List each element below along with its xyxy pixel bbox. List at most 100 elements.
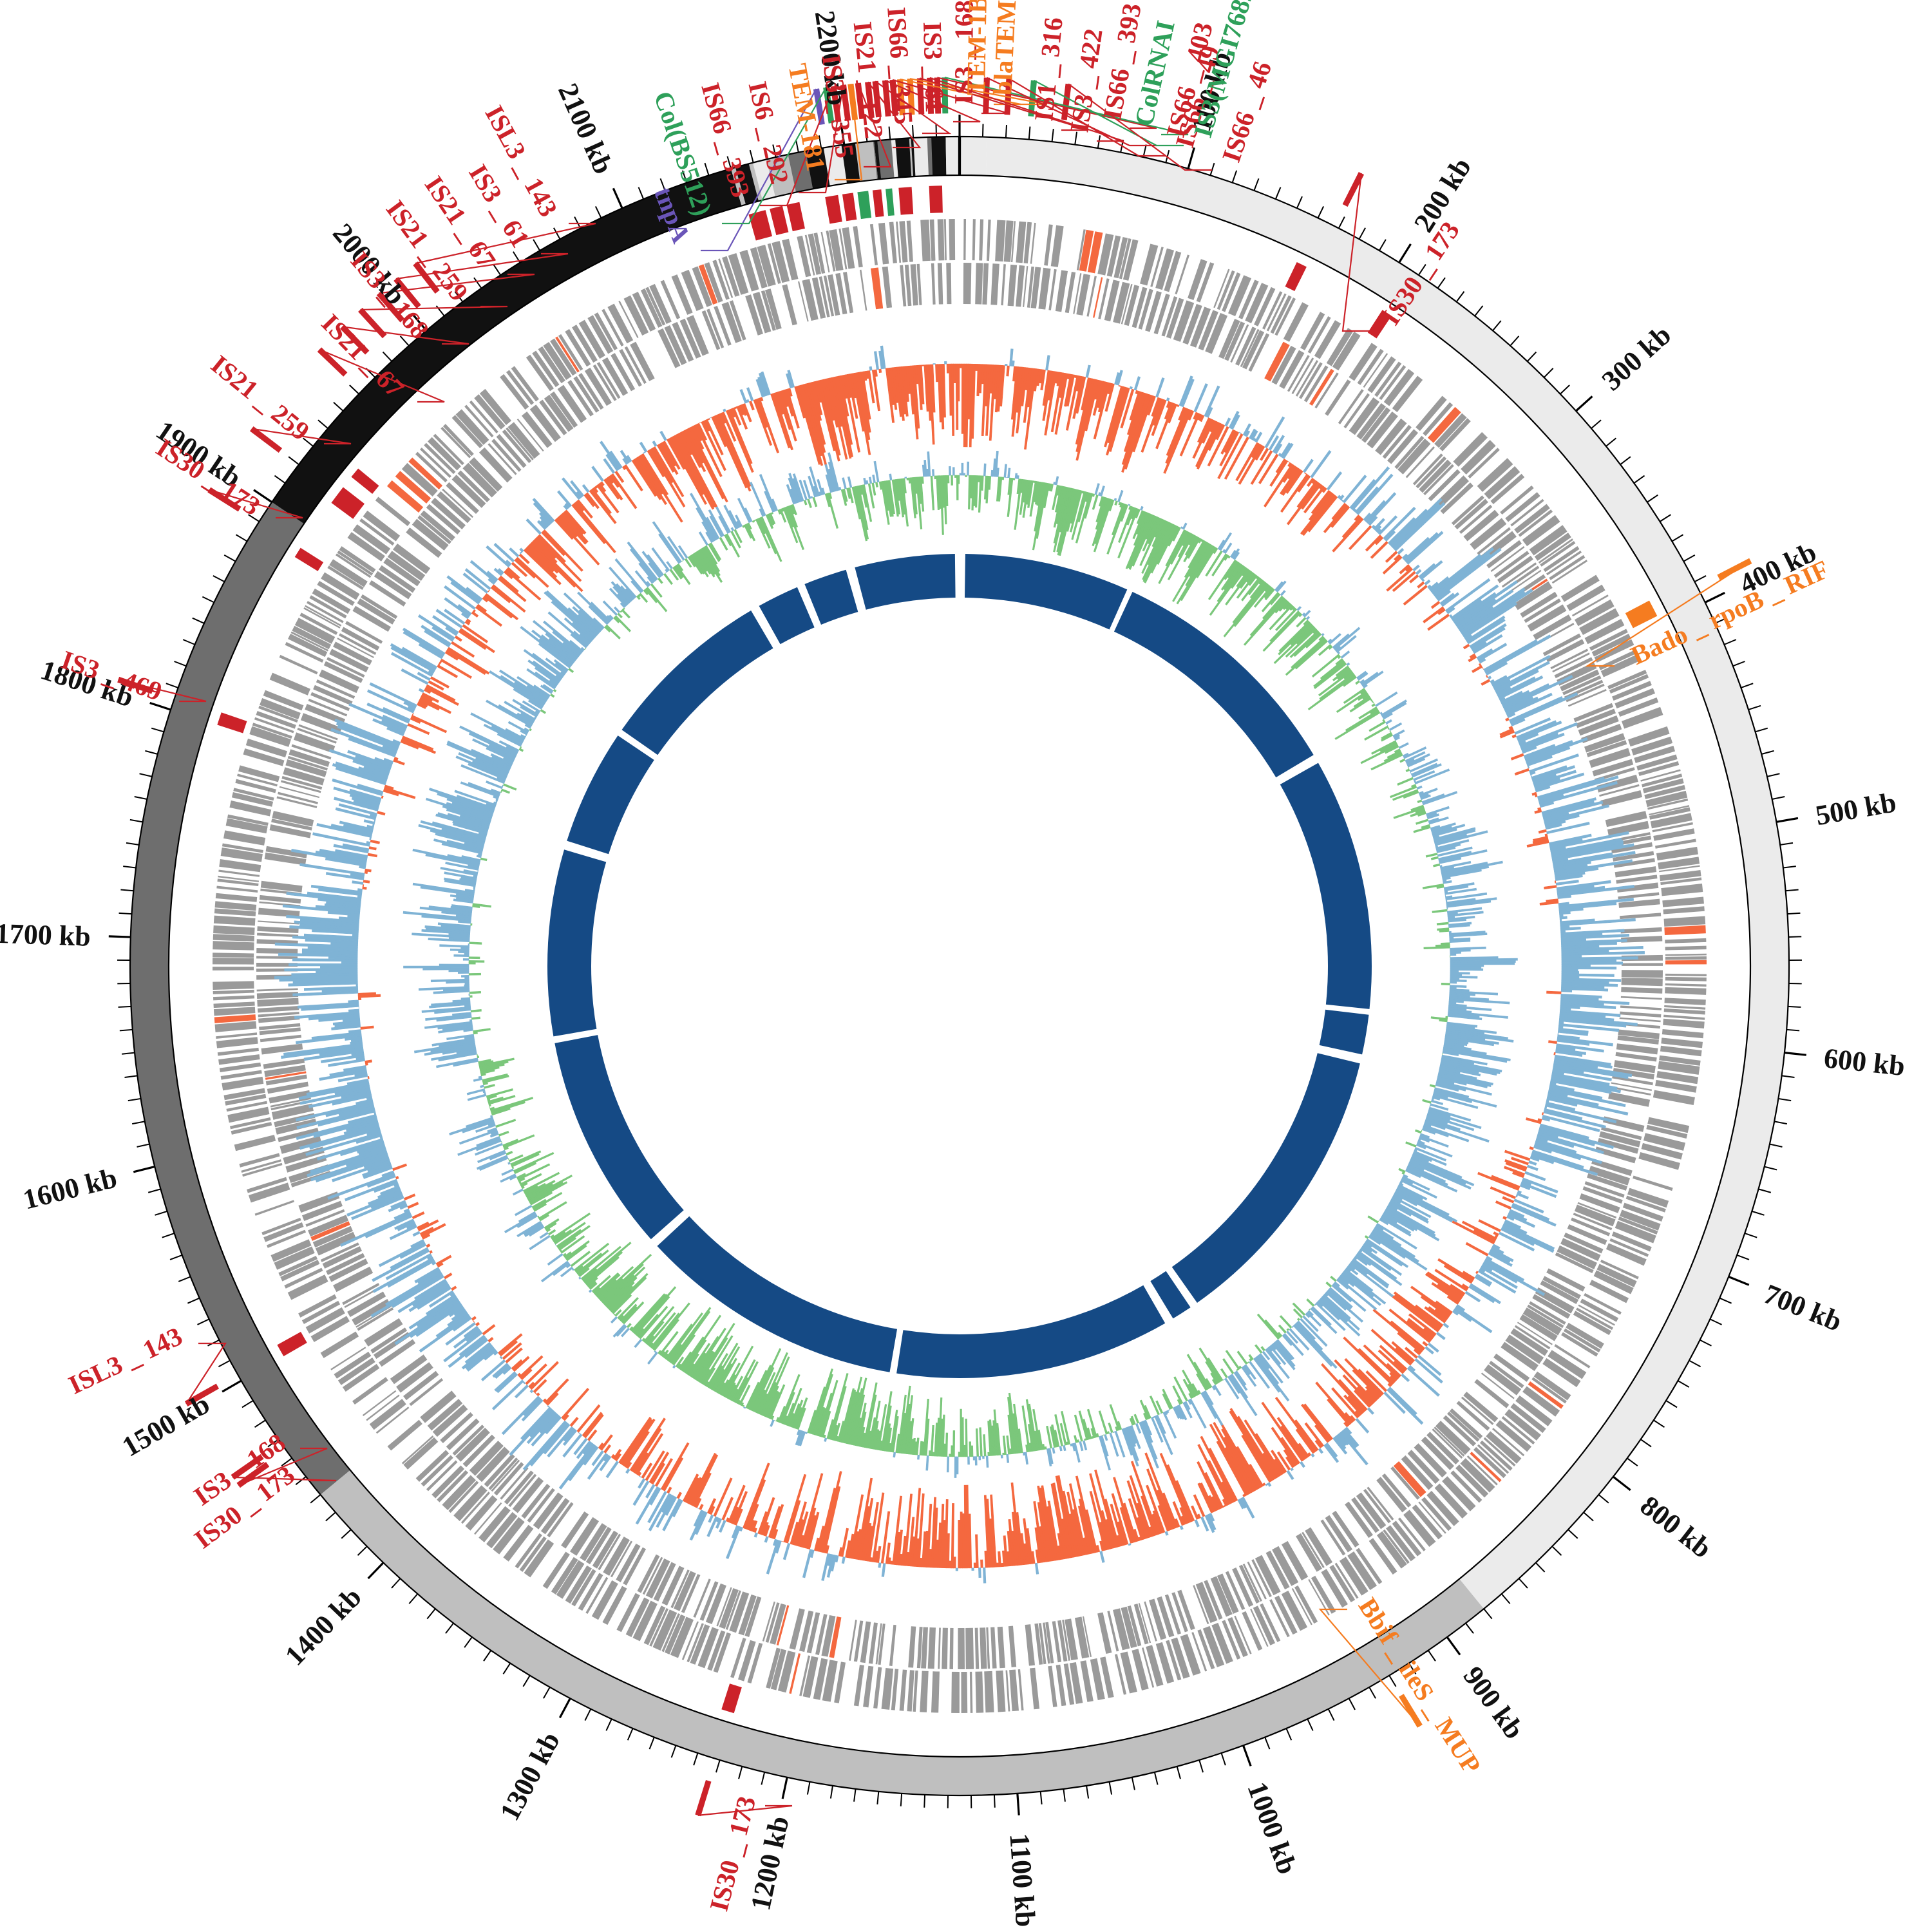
- axis-tick-major: [253, 489, 273, 504]
- cds-block: [303, 607, 341, 629]
- histogram-bar: [469, 1019, 473, 1022]
- histogram-bar: [1007, 1396, 1016, 1454]
- cds-block: [692, 266, 712, 307]
- cds-block: [222, 1076, 264, 1091]
- histogram-bar: [547, 1229, 556, 1236]
- cds-block: [222, 843, 263, 853]
- cds-block: [272, 811, 314, 827]
- cds-block: [213, 941, 254, 951]
- cds-block: [1363, 353, 1388, 388]
- cds-block: [310, 692, 350, 712]
- cds-block: [916, 1627, 923, 1669]
- cds-block: [216, 1032, 258, 1039]
- histogram-bar: [506, 1151, 513, 1156]
- cds-block: [1621, 936, 1663, 943]
- cds-block: [1141, 1647, 1155, 1688]
- cds-block: [1534, 533, 1571, 561]
- histogram-bar: [902, 478, 907, 494]
- cds-block: [750, 247, 768, 289]
- histogram-bar: [550, 693, 555, 698]
- histogram-bar: [499, 575, 519, 593]
- annotation-label: TEM-1B: [961, 0, 992, 95]
- histogram-bar: [570, 1251, 591, 1267]
- axis-tick-minor: [147, 1188, 161, 1193]
- histogram-bar: [1294, 639, 1329, 670]
- histogram-bar: [513, 1151, 554, 1173]
- cds-block: [725, 1590, 741, 1630]
- axis-tick-minor: [923, 1794, 926, 1808]
- cds-block: [415, 1450, 450, 1482]
- cds-block: [1009, 1669, 1019, 1712]
- histogram-bar: [589, 489, 617, 524]
- histogram-bar: [1531, 791, 1537, 796]
- cds-block: [476, 1446, 510, 1482]
- feature-marker-tick: [317, 347, 348, 377]
- axis-tick-label-group: 2100 kb: [552, 79, 620, 178]
- histogram-bar: [1166, 397, 1170, 402]
- cds-block: [799, 1655, 811, 1696]
- histogram-bar: [923, 1530, 929, 1567]
- histogram-bar: [1197, 422, 1221, 469]
- histogram-bar: [1215, 424, 1226, 440]
- cds-block: [990, 1627, 997, 1669]
- histogram-bar: [1385, 719, 1392, 724]
- axis-tick-minor: [1736, 1255, 1750, 1260]
- cds-block: [437, 1470, 469, 1502]
- cds-block: [1618, 898, 1660, 908]
- axis-tick-minor: [1723, 639, 1737, 645]
- histogram-bar: [706, 1352, 728, 1388]
- histogram-bar: [646, 587, 668, 612]
- histogram-bar: [598, 1442, 605, 1450]
- cds-block: [601, 357, 629, 396]
- contig-segment: [986, 137, 1789, 1609]
- cds-block: [270, 1097, 312, 1108]
- annotation-label-group: ISL3 _ 143: [64, 1321, 187, 1399]
- cds-block: [1063, 1663, 1075, 1705]
- cds-block: [1617, 1035, 1659, 1045]
- cds-block: [1519, 1314, 1558, 1341]
- cds-block: [1242, 1611, 1263, 1651]
- histogram-bar: [1000, 1454, 1003, 1459]
- histogram-bar: [1425, 853, 1438, 858]
- histogram-bar: [931, 1497, 937, 1568]
- cds-block: [770, 1603, 786, 1645]
- histogram-bar: [1318, 670, 1353, 697]
- cds-block: [1189, 307, 1211, 348]
- cds-block: [1097, 233, 1114, 276]
- cds-block: [231, 791, 274, 807]
- cds-block: [1608, 1092, 1651, 1107]
- histogram-bar: [1318, 1448, 1324, 1454]
- cds-block: [907, 1670, 914, 1712]
- histogram-bar: [598, 1265, 634, 1300]
- histogram-bar: [1548, 1040, 1557, 1045]
- axis-tick-minor: [1317, 205, 1325, 218]
- histogram-bar: [1001, 477, 1005, 480]
- cds-block: [1643, 1133, 1686, 1151]
- axis-tick-minor: [1694, 575, 1707, 583]
- histogram-bar: [1367, 1407, 1375, 1415]
- cds-block: [1533, 1371, 1571, 1401]
- axis-tick-minor: [993, 1794, 996, 1808]
- feature-marker-inner: [786, 202, 805, 232]
- cds-block: [393, 543, 431, 574]
- annotation-leader: [232, 1476, 337, 1482]
- histogram-bar: [1179, 375, 1193, 407]
- histogram-bar: [847, 1533, 855, 1558]
- cds-block: [1390, 1466, 1420, 1500]
- histogram-bar: [1305, 632, 1322, 649]
- axis-tick-minor: [1748, 705, 1761, 710]
- histogram-bar: [1292, 1302, 1306, 1316]
- histogram-bar: [1155, 402, 1175, 450]
- histogram-bar: [887, 480, 895, 515]
- cds-block: [1250, 1608, 1269, 1647]
- histogram-bar: [928, 1450, 931, 1456]
- histogram-bar: [1179, 1507, 1189, 1524]
- cds-block: [704, 262, 723, 303]
- cds-block: [1146, 1645, 1164, 1687]
- histogram-bar: [1315, 1381, 1352, 1425]
- cds-block: [440, 1412, 473, 1443]
- histogram-bar: [1305, 616, 1311, 620]
- histogram-bar: [1438, 849, 1488, 862]
- histogram-bar: [745, 523, 756, 542]
- cds-block: [1596, 1264, 1637, 1287]
